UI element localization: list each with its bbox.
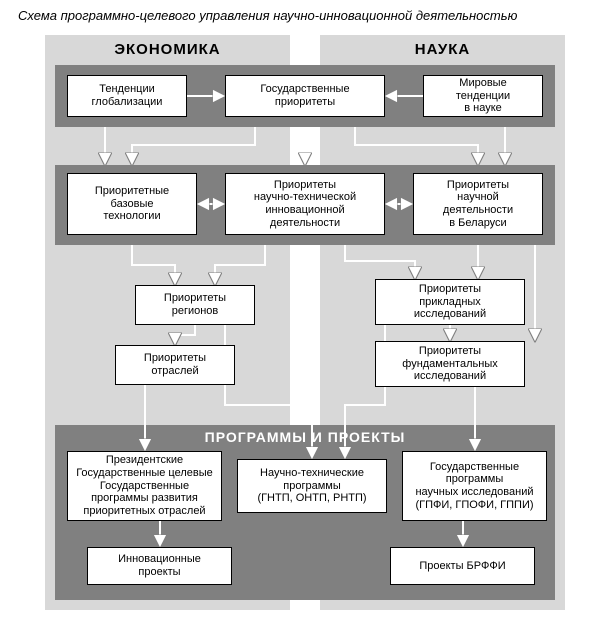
node-n_applied: Приоритетыприкладныхисследований [375, 279, 525, 325]
node-n_sciby: Приоритетынаучнойдеятельностив Беларуси [413, 173, 543, 235]
node-n_sti: Приоритетынаучно-техническойинновационно… [225, 173, 385, 235]
band-programs-title: ПРОГРАММЫ И ПРОЕКТЫ [55, 429, 555, 445]
node-n_ntp: Научно-техническиепрограммы(ГНТП, ОНТП, … [237, 459, 387, 513]
column-header-science: НАУКА [320, 41, 565, 58]
diagram-canvas: ЭКОНОМИКА НАУКА ПРОГРАММЫ И ПРОЕКТЫ Тенд… [45, 35, 565, 610]
node-n_innov: Инновационныепроекты [87, 547, 232, 585]
node-n_fund: Приоритетыфундаментальныхисследований [375, 341, 525, 387]
node-n_pres: ПрезидентскиеГосударственные целевыеГосу… [67, 451, 222, 521]
node-n_state: Государственныеприоритеты [225, 75, 385, 117]
node-n_regions: Приоритетырегионов [135, 285, 255, 325]
node-n_gov_res: Государственныепрограммынаучных исследов… [402, 451, 547, 521]
node-n_brffi: Проекты БРФФИ [390, 547, 535, 585]
column-header-economy: ЭКОНОМИКА [45, 41, 290, 58]
node-n_sectors: Приоритетыотраслей [115, 345, 235, 385]
node-n_global: Тенденцииглобализации [67, 75, 187, 117]
page-title: Схема программно-целевого управления нау… [0, 0, 611, 27]
node-n_basetech: Приоритетныебазовыетехнологии [67, 173, 197, 235]
node-n_world: Мировыетенденциив науке [423, 75, 543, 117]
